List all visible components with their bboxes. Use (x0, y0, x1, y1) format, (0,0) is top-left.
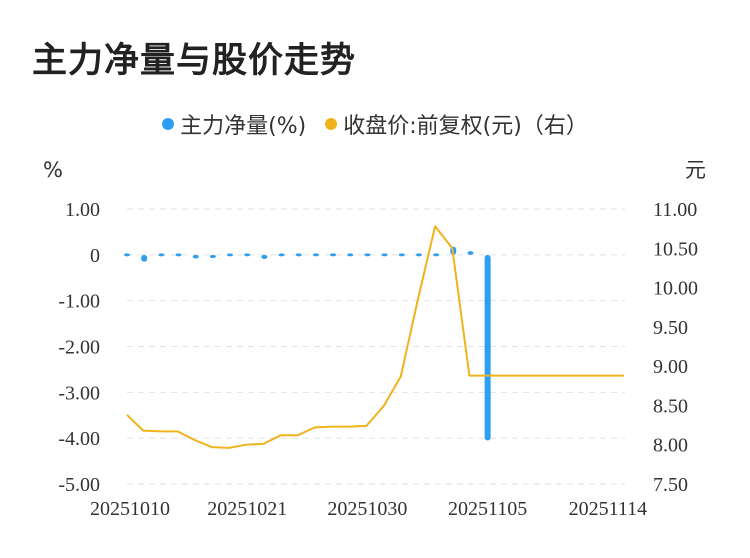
right-tick-label: 11.00 (653, 199, 697, 221)
left-tick-label: -1.00 (58, 291, 100, 313)
right-axis-ticks: 11.00 10.50 10.00 9.50 9.00 8.50 8.00 7.50 (653, 199, 698, 496)
left-tick-label: -4.00 (58, 428, 100, 450)
grid-lines (127, 208, 625, 485)
net-bars (124, 246, 491, 441)
net-bar (381, 253, 388, 257)
right-tick-label: 7.50 (653, 474, 688, 496)
x-tick-label: 20251010 (90, 498, 170, 520)
net-bar (312, 253, 319, 257)
right-tick-label: 10.00 (653, 278, 698, 300)
net-bar (467, 251, 474, 255)
x-tick-label: 20251021 (207, 498, 287, 520)
legend-price-dot-icon (325, 118, 338, 130)
x-tick-label: 20251105 (448, 498, 527, 520)
right-tick-label: 10.50 (653, 238, 698, 260)
net-bar (158, 253, 165, 257)
net-bar (398, 253, 405, 257)
net-bar (141, 254, 148, 262)
right-tick-label: 9.00 (653, 356, 688, 378)
right-axis-unit: 元 (685, 158, 706, 182)
net-bar (330, 253, 337, 257)
x-tick-label: 20251114 (569, 498, 648, 520)
left-tick-label: -3.00 (58, 382, 100, 404)
net-bar (261, 254, 268, 259)
left-tick-label: -2.00 (58, 337, 100, 359)
net-bar (192, 254, 199, 259)
price-line (126, 225, 624, 449)
net-bar (433, 253, 440, 257)
left-tick-label: 0 (90, 245, 100, 267)
net-bar (347, 253, 354, 257)
legend-item-price[interactable]: 收盘价:前复权(元)（右） (325, 108, 588, 140)
net-bar (278, 253, 285, 257)
net-bar (209, 254, 216, 259)
left-tick-label: 1.00 (65, 199, 100, 221)
net-bar (415, 253, 422, 257)
right-tick-label: 8.50 (653, 395, 688, 417)
net-bar (175, 253, 182, 257)
legend-net-label: 主力净量(%) (180, 114, 307, 139)
legend-price-label: 收盘价:前复权(元)（右） (343, 114, 588, 139)
net-bar (244, 253, 251, 257)
left-tick-label: -5.00 (58, 474, 100, 496)
legend-net-dot-icon (162, 118, 175, 130)
left-axis-ticks: 1.00 0 -1.00 -2.00 -3.00 -4.00 -5.00 (58, 199, 100, 496)
right-tick-label: 9.50 (653, 317, 688, 339)
left-axis-unit: % (43, 158, 63, 182)
net-bar (227, 253, 234, 257)
net-bar (124, 253, 130, 257)
net-bar (295, 253, 302, 257)
x-tick-label: 20251030 (327, 498, 407, 520)
chart-title: 主力净量与股价走势 (32, 41, 357, 81)
price-line-path (126, 225, 624, 449)
chart-legend: 主力净量(%) 收盘价:前复权(元)（右） (0, 108, 750, 140)
legend-item-net[interactable]: 主力净量(%) (162, 108, 306, 140)
right-tick-label: 8.00 (653, 435, 688, 457)
net-bar (364, 253, 371, 257)
net-bar (484, 254, 491, 441)
x-axis-ticks: 20251010 20251021 20251030 20251105 20251114 (90, 498, 647, 520)
